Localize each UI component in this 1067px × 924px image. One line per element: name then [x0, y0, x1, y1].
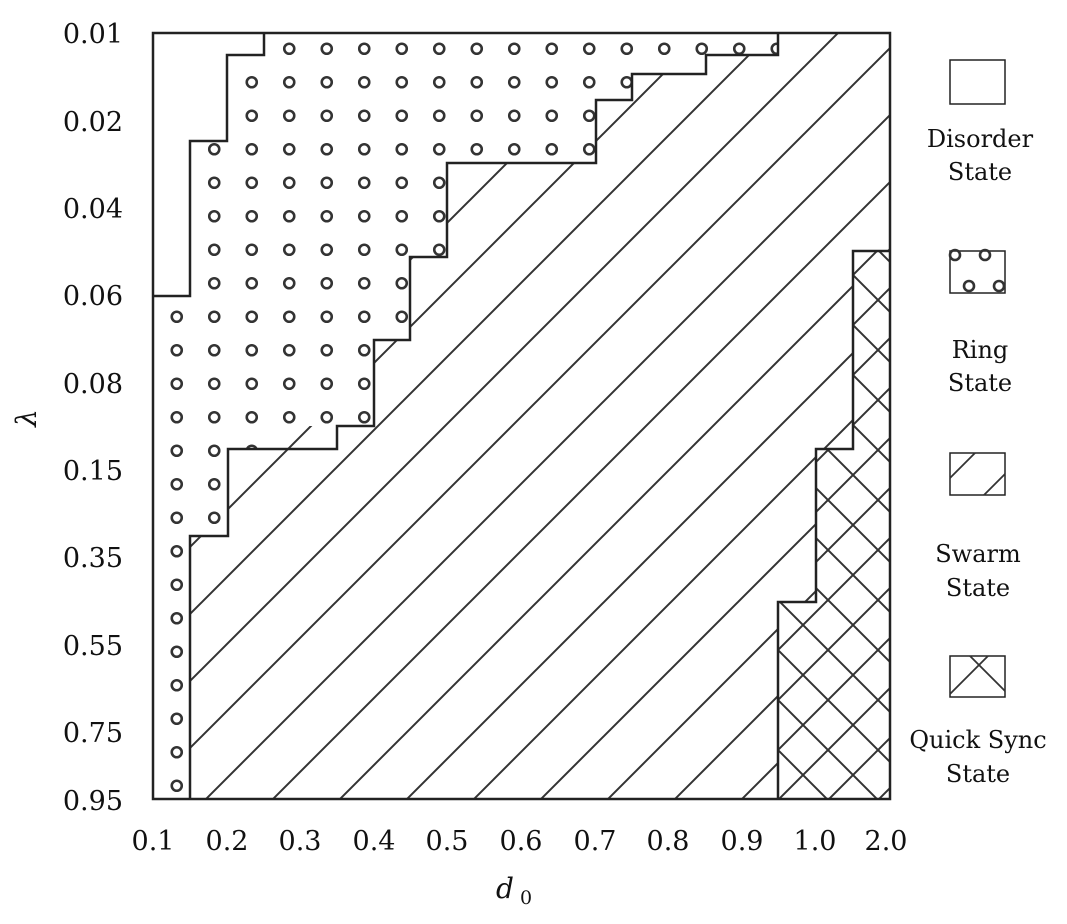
- x-tick-label: 0.8: [647, 826, 690, 857]
- legend: Disorder State Ring State Swarm State Qu…: [909, 59, 1047, 788]
- legend-label-line: Disorder: [927, 125, 1034, 153]
- x-tick-label: 0.6: [500, 826, 543, 857]
- x-tick-label: 0.1: [132, 826, 175, 857]
- x-tick-label: 0.2: [206, 826, 249, 857]
- x-tick-label: 0.5: [426, 826, 469, 857]
- x-tick-label: 2.0: [865, 826, 908, 857]
- x-tick-label: 0.7: [574, 826, 617, 857]
- x-axis-title-base: d: [496, 872, 514, 905]
- legend-label-line: Quick Sync: [909, 726, 1046, 754]
- legend-label-line: State: [946, 574, 1010, 602]
- y-tick-label: 0.95: [63, 786, 123, 817]
- legend-item-swarm: Swarm State: [935, 452, 1021, 602]
- legend-label-line: Swarm: [935, 540, 1021, 568]
- y-tick-label: 0.55: [63, 631, 123, 662]
- disorder-ring-boundary: [153, 33, 266, 298]
- legend-label-line: State: [948, 369, 1012, 397]
- y-tick-label: 0.06: [63, 281, 123, 312]
- y-tick-label: 0.15: [63, 456, 123, 487]
- disorder-region: [153, 33, 264, 296]
- y-tick-labels: 0.01 0.02 0.04 0.06 0.08 0.15 0.35 0.55 …: [63, 19, 123, 817]
- y-tick-label: 0.35: [63, 543, 123, 574]
- legend-item-disorder: Disorder State: [927, 59, 1034, 186]
- y-tick-label: 0.04: [63, 194, 123, 225]
- legend-hatch-line: [949, 452, 976, 479]
- x-tick-label: 0.3: [279, 826, 322, 857]
- plot-frame: [151, 31, 892, 801]
- legend-label-line: Ring: [952, 336, 1009, 364]
- legend-hatch-line: [949, 655, 989, 695]
- legend-label-line: State: [948, 158, 1012, 186]
- y-tick-label: 0.75: [63, 718, 123, 749]
- legend-swatch-swarm: [949, 452, 1006, 496]
- x-tick-label: 0.4: [353, 826, 396, 857]
- x-axis-title-subscript: 0: [520, 887, 532, 909]
- plot-area: [151, 31, 892, 801]
- x-tick-label: 0.9: [721, 826, 764, 857]
- y-tick-label: 0.01: [63, 19, 123, 50]
- y-axis-title: λ: [10, 409, 43, 428]
- legend-item-ring: Ring State: [948, 248, 1012, 397]
- legend-label-line: State: [946, 760, 1010, 788]
- x-tick-labels: 0.1 0.2 0.3 0.4 0.5 0.6 0.7 0.8 0.9 1.0 …: [132, 826, 908, 857]
- legend-item-quick-sync: Quick Sync State: [909, 655, 1047, 788]
- quick-sync-region-pattern: [778, 251, 890, 799]
- legend-hatch-line: [969, 655, 1006, 692]
- swarm-quick-sync-boundary: [776, 249, 890, 799]
- x-axis-title: d 0: [496, 872, 532, 909]
- legend-circle: [962, 279, 976, 293]
- x-tick-label: 1.0: [794, 826, 837, 857]
- legend-hatch-line: [983, 473, 1006, 496]
- legend-circle: [992, 279, 1006, 293]
- legend-circle: [948, 248, 962, 262]
- y-tick-label: 0.02: [63, 107, 123, 138]
- legend-swatch-quick-sync: [949, 655, 1006, 698]
- y-tick-label: 0.08: [63, 369, 123, 400]
- ring-swarm-boundary: [188, 33, 780, 799]
- legend-swatch-disorder: [949, 59, 1006, 105]
- ring-region-pattern: [153, 33, 778, 799]
- legend-circle: [978, 248, 992, 262]
